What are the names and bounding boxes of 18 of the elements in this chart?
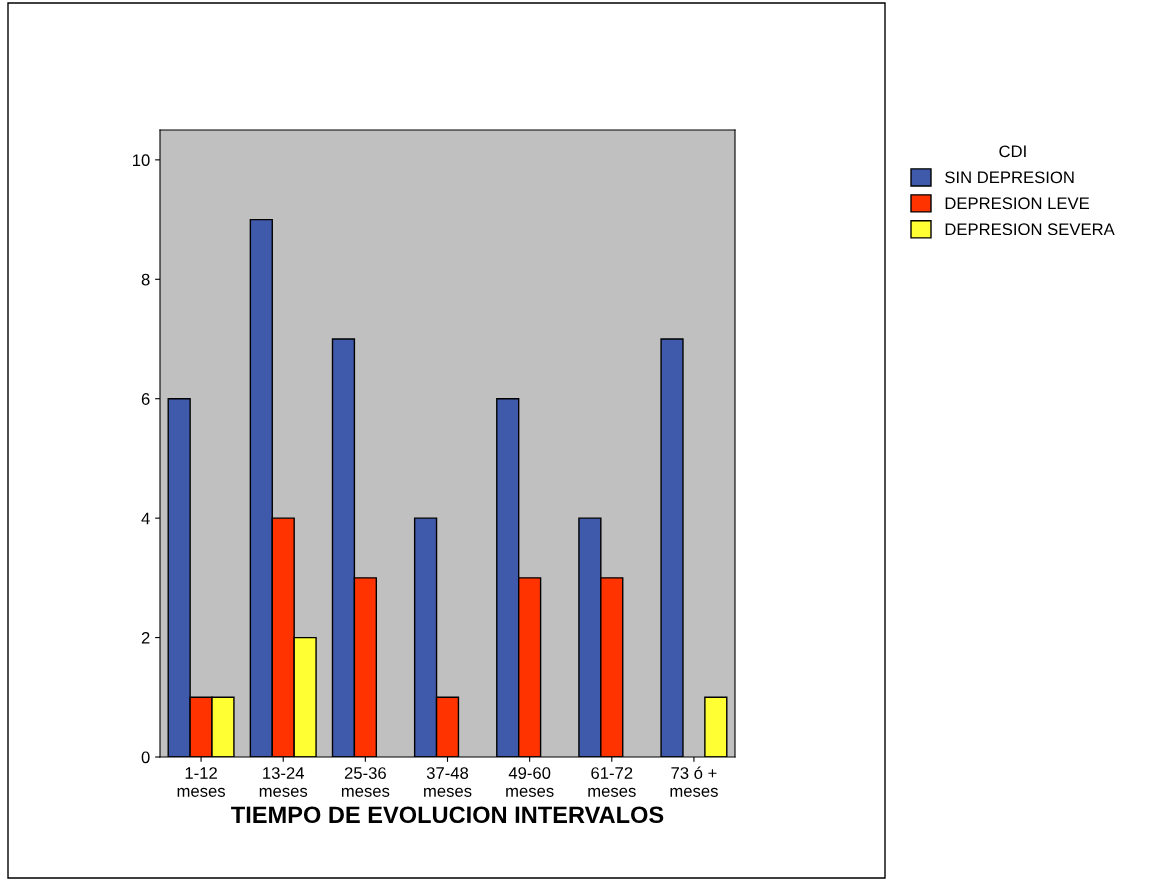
x-tick-label: 61-72 meses [588,767,636,797]
x-axis-title: TIEMPO DE EVOLUCION INTERVALOS [231,806,664,824]
legend-title: CDI [999,145,1026,158]
y-tick-label: 0 [141,751,150,764]
legend-label: SIN DEPRESION [945,171,1074,184]
y-tick-label: 6 [141,393,150,405]
y-tick-label: 4 [141,512,150,525]
y-tick-label: 8 [141,273,150,286]
x-tick-label: 13-24 meses [259,767,308,797]
x-tick-label: 49-60 meses [506,767,554,797]
legend-label: DEPRESION SEVERA [945,223,1115,236]
x-tick-label: 25-36 meses [341,767,390,797]
x-tick-label: 37-48 meses [424,767,472,797]
x-tick-label: 73 ó + meses [670,766,718,797]
x-tick-label: 1-12 meses [177,767,226,797]
y-tick-label: 10 [133,154,150,167]
legend-label: DEPRESION LEVE [945,197,1090,210]
y-tick-label: 2 [141,631,150,644]
